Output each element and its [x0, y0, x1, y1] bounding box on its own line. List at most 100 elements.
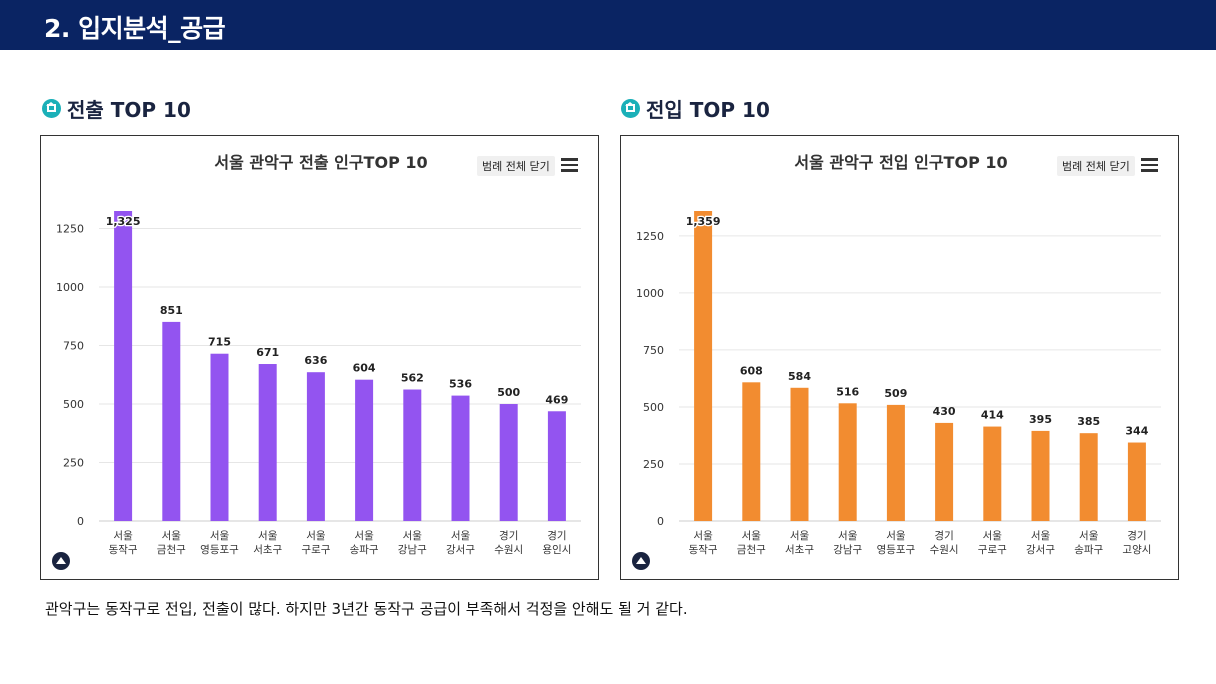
bar: [403, 389, 422, 521]
x-tick-label: 동작구: [109, 544, 138, 556]
y-tick-label: 1000: [56, 281, 84, 294]
data-label: 385: [1077, 415, 1100, 428]
x-tick-label: 경기: [1127, 529, 1146, 542]
bar: [790, 387, 809, 521]
data-label: 608: [740, 364, 763, 377]
y-tick-label: 0: [657, 515, 664, 528]
x-tick-label: 금천구: [737, 544, 766, 556]
x-tick-label: 서울: [693, 530, 713, 542]
chart-panel-inflow: 서울 관악구 전입 인구TOP 10 0 250 500 750 1000 1250 1,35…: [620, 135, 1179, 580]
bar: [499, 404, 518, 521]
data-label: 671: [256, 346, 279, 359]
x-tick-label: 용인시: [542, 544, 571, 556]
home-icon: [42, 99, 61, 118]
chart-inflow: 서울 관악구 전입 인구TOP 10 0 250 500 750 1000 1250 1,35…: [632, 153, 1161, 570]
bar: [210, 353, 229, 521]
y-tick-label: 0: [77, 515, 84, 528]
bar: [694, 211, 713, 521]
chart-title: 서울 관악구 전출 인구TOP 10: [214, 153, 427, 172]
x-tick-label: 구로구: [978, 544, 1007, 556]
x-tick-label: 서울: [742, 530, 762, 542]
x-tick-label: 서울: [451, 530, 471, 542]
x-tick-label: 송파구: [350, 544, 379, 556]
data-label: 604: [353, 362, 376, 375]
bar: [114, 211, 133, 521]
logo-icon-mark: [56, 557, 66, 564]
legend-toggle-button[interactable]: 범례 전체 닫기: [1057, 156, 1135, 176]
data-label: 516: [836, 385, 859, 398]
data-label: 715: [208, 336, 231, 349]
x-tick-label: 수원시: [930, 544, 959, 556]
x-tick-label: 서울: [1031, 530, 1051, 542]
bar: [306, 372, 325, 521]
x-tick-label: 경기: [547, 529, 566, 542]
data-label: 344: [1125, 425, 1148, 438]
bar: [258, 364, 277, 521]
logo-icon-mark: [636, 557, 646, 564]
page-title: 2. 입지분석_공급: [44, 14, 226, 43]
x-tick-label: 구로구: [301, 544, 330, 556]
y-tick-label: 250: [63, 457, 84, 470]
x-tick-label: 서울: [258, 530, 278, 542]
y-tick-label: 1000: [636, 287, 664, 300]
data-label: 1,359: [686, 215, 721, 228]
x-tick-label: 서울: [790, 530, 810, 542]
x-tick-label: 수원시: [494, 544, 523, 556]
x-tick-label: 서울: [162, 530, 182, 542]
x-tick-label: 서울: [306, 530, 326, 542]
x-tick-label: 서울: [886, 530, 906, 542]
x-tick-label: 서초구: [785, 544, 814, 556]
y-tick-label: 1250: [56, 223, 84, 236]
x-tick-label: 금천구: [157, 544, 186, 556]
bar: [1127, 442, 1146, 521]
x-tick-label: 영등포구: [200, 544, 239, 556]
section-title-text: 전출 TOP 10: [67, 98, 191, 122]
x-tick-label: 경기: [934, 529, 953, 542]
chart-panel-outflow: 서울 관악구 전출 인구TOP 10 0 250 500 750 1000 1250 1,32…: [40, 135, 599, 580]
x-tick-label: 서울: [838, 530, 858, 542]
x-tick-label: 강서구: [1026, 544, 1055, 556]
x-tick-label: 영등포구: [877, 544, 916, 556]
data-label: 536: [449, 378, 472, 391]
legend-toggle-button[interactable]: 범례 전체 닫기: [477, 156, 555, 176]
section-title-inflow: 전입 TOP 10: [621, 94, 770, 123]
y-tick-label: 250: [643, 458, 664, 471]
x-tick-label: 서울: [403, 530, 423, 542]
home-icon: [621, 99, 640, 118]
footer-text: 관악구는 동작구로 전입, 전출이 많다. 하지만 3년간 동작구 공급이 부족…: [45, 600, 688, 618]
x-tick-label: 고양시: [1122, 544, 1151, 556]
chart-title: 서울 관악구 전입 인구TOP 10: [794, 153, 1007, 172]
bar: [1031, 430, 1050, 521]
x-tick-label: 강남구: [833, 544, 862, 556]
y-tick-label: 500: [63, 398, 84, 411]
x-tick-label: 경기: [499, 529, 518, 542]
y-tick-label: 500: [643, 401, 664, 414]
y-tick-label: 750: [643, 344, 664, 357]
x-tick-label: 강남구: [398, 544, 427, 556]
page-header: 2. 입지분석_공급: [0, 0, 1216, 50]
section-title-outflow: 전출 TOP 10: [42, 94, 191, 123]
x-tick-label: 서울: [1079, 530, 1099, 542]
x-tick-label: 동작구: [689, 544, 718, 556]
chart-outflow: 서울 관악구 전출 인구TOP 10 0 250 500 750 1000 1250 1,32…: [52, 153, 581, 570]
data-label: 395: [1029, 413, 1052, 426]
x-tick-label: 서울: [210, 530, 230, 542]
x-tick-label: 서초구: [253, 544, 282, 556]
x-tick-label: 서울: [983, 530, 1003, 542]
bar: [162, 321, 181, 521]
x-tick-label: 서울: [354, 530, 374, 542]
data-label: 636: [304, 354, 327, 367]
data-label: 584: [788, 370, 811, 383]
bar: [886, 404, 905, 521]
section-title-text: 전입 TOP 10: [646, 98, 770, 122]
x-tick-label: 서울: [113, 530, 133, 542]
data-label: 414: [981, 409, 1004, 422]
bar: [983, 426, 1002, 521]
menu-icon[interactable]: [561, 158, 578, 172]
menu-icon[interactable]: [1141, 158, 1158, 172]
data-label: 851: [160, 304, 183, 317]
bar: [742, 382, 761, 521]
data-label: 469: [545, 393, 568, 406]
bar: [355, 379, 374, 521]
data-label: 430: [933, 405, 956, 418]
